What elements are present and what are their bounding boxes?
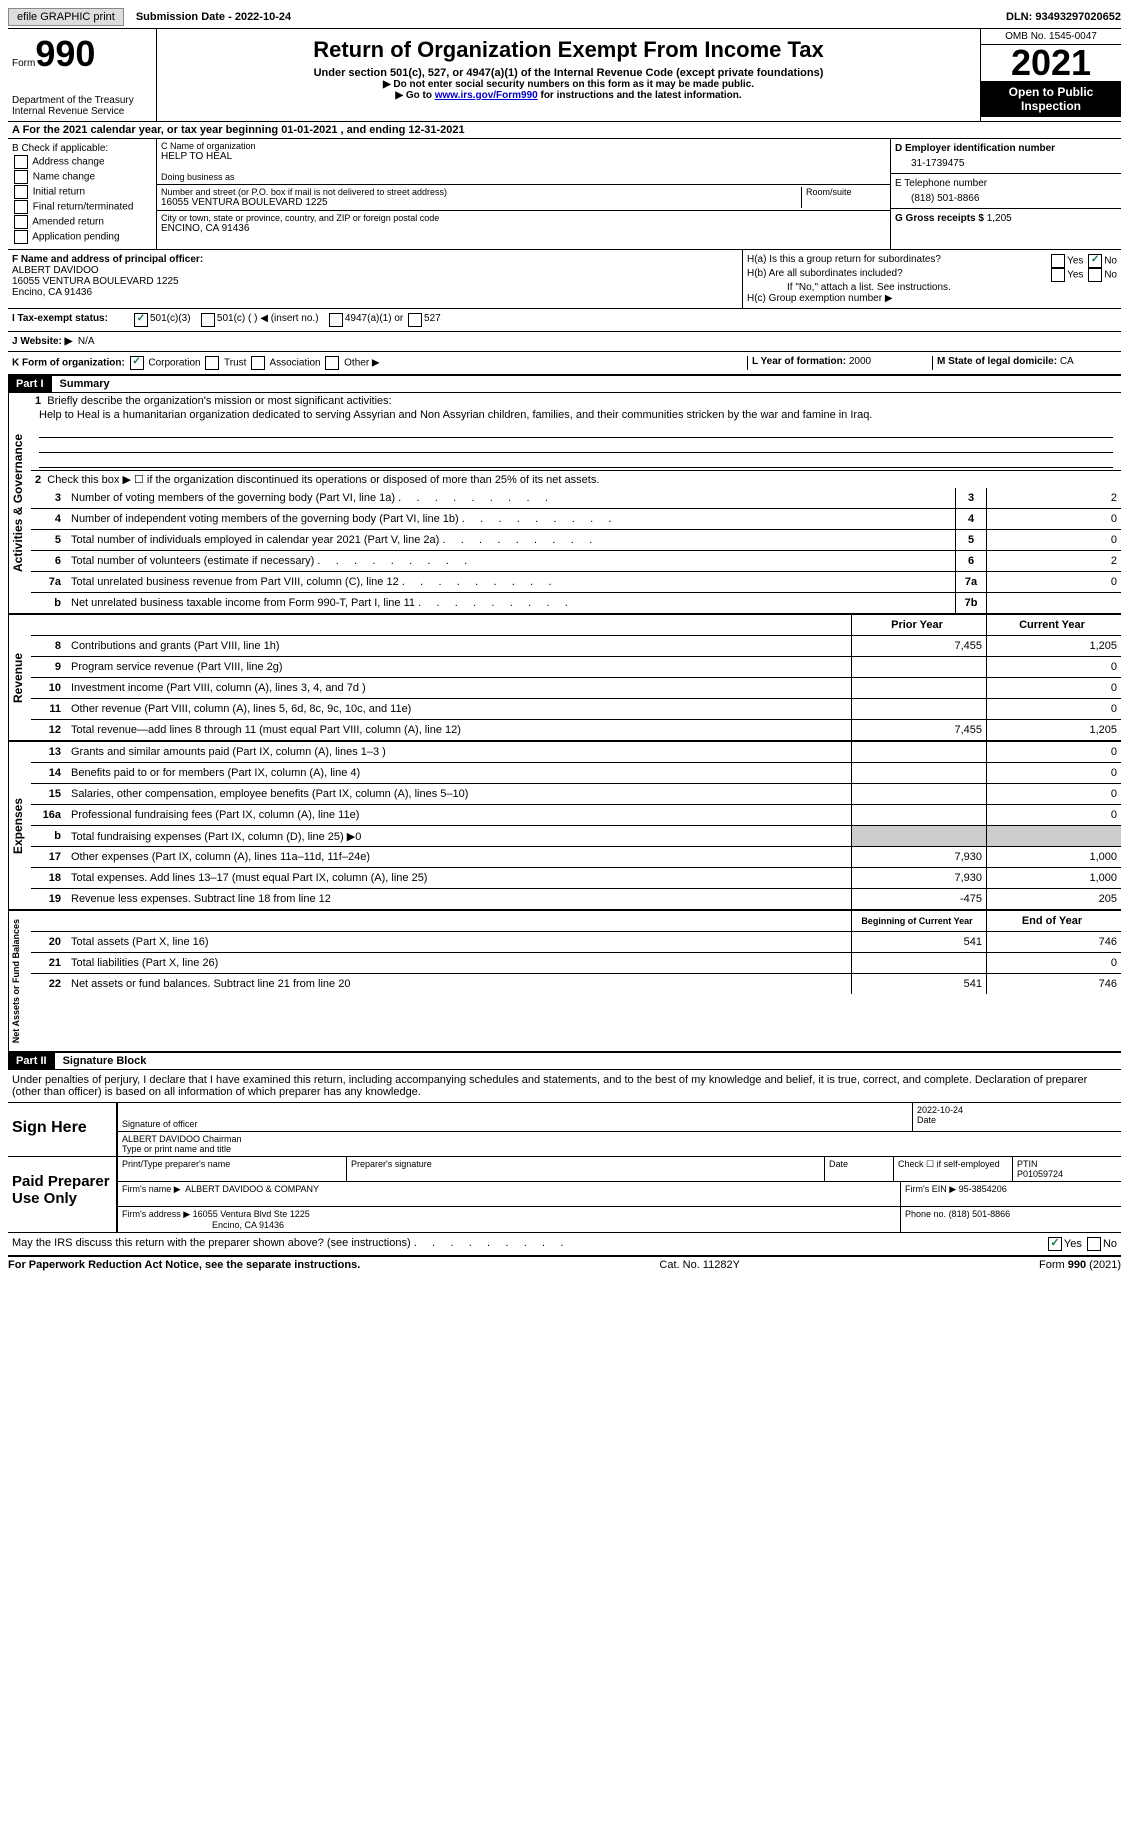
part-1-header: Part I Summary xyxy=(8,376,1121,393)
chk-final[interactable]: Final return/terminated xyxy=(12,200,152,214)
vert-activities: Activities & Governance xyxy=(8,393,31,613)
section-bcd: B Check if applicable: Address change Na… xyxy=(8,139,1121,250)
discuss-yes[interactable] xyxy=(1048,1237,1062,1251)
revenue-section: Revenue Prior Year Current Year 8Contrib… xyxy=(8,615,1121,742)
netassets-section: Net Assets or Fund Balances Beginning of… xyxy=(8,911,1121,1053)
instruction-1: ▶ Do not enter social security numbers o… xyxy=(161,79,976,90)
table-row: 14Benefits paid to or for members (Part … xyxy=(31,763,1121,784)
table-row: 11Other revenue (Part VIII, column (A), … xyxy=(31,699,1121,720)
org-street: 16055 VENTURA BOULEVARD 1225 xyxy=(161,197,801,208)
table-row: 8Contributions and grants (Part VIII, li… xyxy=(31,636,1121,657)
efile-button[interactable]: efile GRAPHIC print xyxy=(8,8,124,26)
dept-treasury: Department of the Treasury xyxy=(12,95,152,106)
officer-name: ALBERT DAVIDOO xyxy=(12,265,738,276)
website-value: N/A xyxy=(78,336,95,347)
row-i-tax-status: I Tax-exempt status: 501(c)(3) 501(c) ( … xyxy=(8,309,1121,332)
table-row: 9Program service revenue (Part VIII, lin… xyxy=(31,657,1121,678)
col-d-ein: D Employer identification number 31-1739… xyxy=(890,139,1121,249)
table-row: 4Number of independent voting members of… xyxy=(31,509,1121,530)
chk-name[interactable]: Name change xyxy=(12,170,152,184)
submission-date: Submission Date - 2022-10-24 xyxy=(128,9,299,25)
col-c-org-info: C Name of organization HELP TO HEAL Doin… xyxy=(157,139,890,249)
row-k-form-org: K Form of organization: Corporation Trus… xyxy=(8,352,1121,376)
form-number: 990 xyxy=(35,33,95,74)
open-inspection: Open to Public Inspection xyxy=(981,81,1121,117)
table-row: 5Total number of individuals employed in… xyxy=(31,530,1121,551)
declaration-text: Under penalties of perjury, I declare th… xyxy=(8,1070,1121,1103)
form-subtitle: Under section 501(c), 527, or 4947(a)(1)… xyxy=(161,67,976,79)
discuss-question: May the IRS discuss this return with the… xyxy=(12,1237,1046,1251)
table-row: 21Total liabilities (Part X, line 26)0 xyxy=(31,953,1121,974)
table-row: bNet unrelated business taxable income f… xyxy=(31,593,1121,613)
chk-address[interactable]: Address change xyxy=(12,155,152,169)
table-row: 13Grants and similar amounts paid (Part … xyxy=(31,742,1121,763)
table-row: 6Total number of volunteers (estimate if… xyxy=(31,551,1121,572)
part-2-header: Part II Signature Block xyxy=(8,1053,1121,1070)
table-row: 20Total assets (Part X, line 16)541746 xyxy=(31,932,1121,953)
org-city: ENCINO, CA 91436 xyxy=(161,223,886,234)
mission-statement: Help to Heal is a humanitarian organizat… xyxy=(35,407,1117,423)
form-label: Form xyxy=(12,58,35,69)
tax-year: 2021 xyxy=(981,45,1121,81)
expenses-section: Expenses 13Grants and similar amounts pa… xyxy=(8,742,1121,911)
table-row: 10Investment income (Part VIII, column (… xyxy=(31,678,1121,699)
instruction-2: ▶ Go to www.irs.gov/Form990 for instruct… xyxy=(161,90,976,101)
table-row: bTotal fundraising expenses (Part IX, co… xyxy=(31,826,1121,847)
table-row: 16aProfessional fundraising fees (Part I… xyxy=(31,805,1121,826)
footer: For Paperwork Reduction Act Notice, see … xyxy=(8,1257,1121,1271)
phone-value: (818) 501-8866 xyxy=(895,189,1117,204)
chk-pending[interactable]: Application pending xyxy=(12,230,152,244)
col-b-checkboxes: B Check if applicable: Address change Na… xyxy=(8,139,157,249)
firm-name: ALBERT DAVIDOO & COMPANY xyxy=(185,1184,319,1194)
officer-name-title: ALBERT DAVIDOO Chairman xyxy=(122,1134,1117,1144)
dln: DLN: 93493297020652 xyxy=(1006,11,1121,23)
table-row: 17Other expenses (Part IX, column (A), l… xyxy=(31,847,1121,868)
row-j-website: J Website: ▶ N/A xyxy=(8,332,1121,352)
table-row: 15Salaries, other compensation, employee… xyxy=(31,784,1121,805)
firm-addr1: 16055 Ventura Blvd Ste 1225 xyxy=(193,1209,310,1219)
vert-expenses: Expenses xyxy=(8,742,31,909)
table-row: 12Total revenue—add lines 8 through 11 (… xyxy=(31,720,1121,740)
form-header: Form990 Department of the Treasury Inter… xyxy=(8,29,1121,122)
irs-label: Internal Revenue Service xyxy=(12,106,152,117)
table-row: 18Total expenses. Add lines 13–17 (must … xyxy=(31,868,1121,889)
chk-501c3[interactable] xyxy=(134,313,148,327)
chk-amended[interactable]: Amended return xyxy=(12,215,152,229)
ein-value: 31-1739475 xyxy=(895,154,1117,169)
vert-netassets: Net Assets or Fund Balances xyxy=(8,911,31,1051)
firm-phone: (818) 501-8866 xyxy=(949,1209,1011,1219)
sign-here-label: Sign Here xyxy=(8,1103,116,1156)
cat-no: Cat. No. 11282Y xyxy=(659,1259,740,1271)
chk-initial[interactable]: Initial return xyxy=(12,185,152,199)
state-domicile: CA xyxy=(1060,356,1074,367)
top-bar: efile GRAPHIC print Submission Date - 20… xyxy=(8,8,1121,29)
ptin-value: P01059724 xyxy=(1017,1169,1117,1179)
discuss-no[interactable] xyxy=(1087,1237,1101,1251)
table-row: 3Number of voting members of the governi… xyxy=(31,488,1121,509)
row-a-period: A For the 2021 calendar year, or tax yea… xyxy=(8,122,1121,139)
firm-ein: 95-3854206 xyxy=(959,1184,1007,1194)
firm-addr2: Encino, CA 91436 xyxy=(122,1220,896,1230)
sig-date: 2022-10-24 xyxy=(917,1105,1117,1115)
vert-revenue: Revenue xyxy=(8,615,31,740)
year-formation: 2000 xyxy=(849,356,871,367)
activities-governance: Activities & Governance 1 Briefly descri… xyxy=(8,393,1121,615)
table-row: 22Net assets or fund balances. Subtract … xyxy=(31,974,1121,994)
signature-section: Under penalties of perjury, I declare th… xyxy=(8,1070,1121,1257)
form-title: Return of Organization Exempt From Incom… xyxy=(161,37,976,63)
row-f-h: F Name and address of principal officer:… xyxy=(8,250,1121,309)
org-name: HELP TO HEAL xyxy=(161,151,886,162)
irs-link[interactable]: www.irs.gov/Form990 xyxy=(435,90,538,101)
gross-receipts: 1,205 xyxy=(987,213,1012,224)
table-row: 7aTotal unrelated business revenue from … xyxy=(31,572,1121,593)
paid-preparer-label: Paid Preparer Use Only xyxy=(8,1157,116,1232)
table-row: 19Revenue less expenses. Subtract line 1… xyxy=(31,889,1121,909)
